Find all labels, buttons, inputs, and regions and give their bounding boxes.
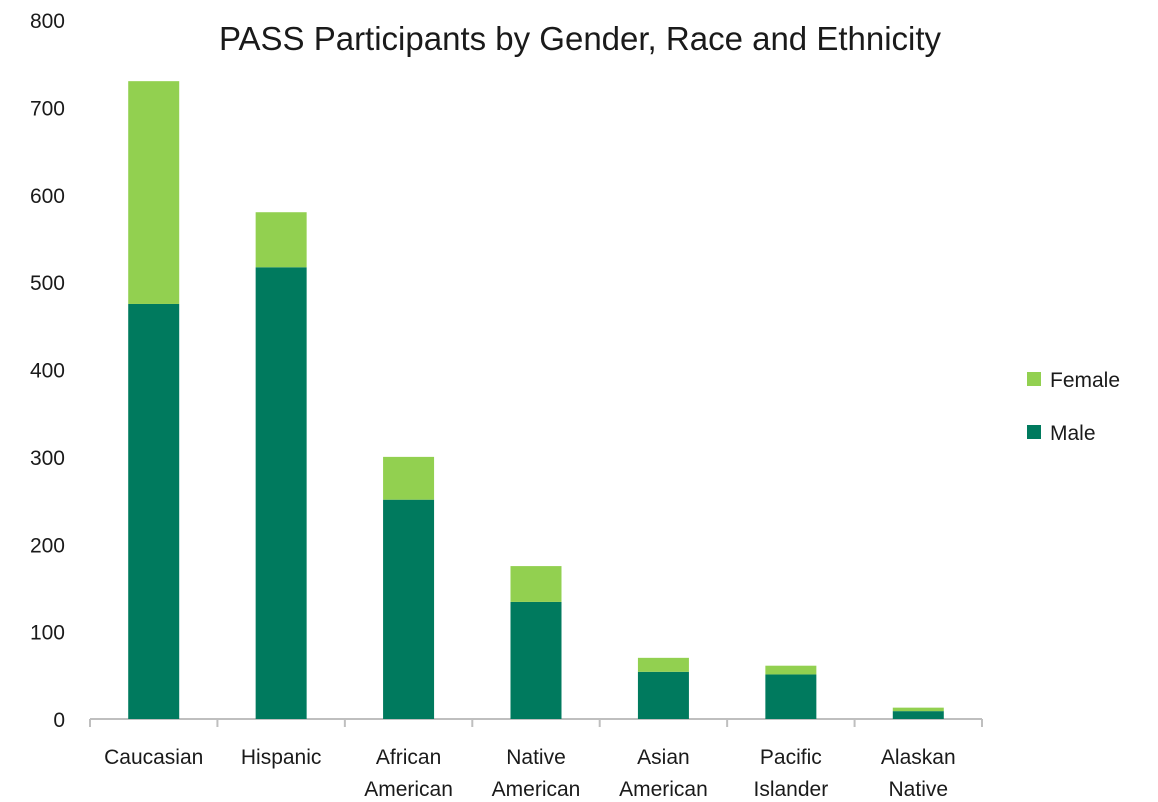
x-category-label: Asian American — [619, 746, 708, 801]
chart-title: PASS Participants by Gender, Race and Et… — [219, 20, 942, 57]
legend-swatch-male — [1027, 425, 1041, 439]
bar-male — [128, 303, 180, 719]
x-category-label: Pacific Islander — [753, 746, 828, 801]
x-category-label: Caucasian — [104, 746, 203, 769]
x-category-label: Alaskan Native — [881, 746, 956, 801]
x-axis: Caucasian Hispanic African American Native Am… — [89, 718, 983, 801]
x-category-label: African American — [364, 746, 453, 801]
bar-male — [637, 671, 689, 719]
bar-male — [255, 267, 307, 719]
bar-female — [383, 456, 435, 500]
bar-male — [765, 674, 817, 719]
y-tick-label: 800 — [30, 10, 65, 33]
bars — [128, 81, 944, 719]
bar-female — [892, 707, 944, 712]
x-category-label: Native American — [492, 746, 581, 801]
y-tick-label: 100 — [30, 622, 65, 645]
x-category-label: Hispanic — [241, 746, 322, 769]
legend-label-male: Male — [1050, 422, 1096, 445]
bar-male — [510, 601, 562, 719]
bar-male — [383, 499, 435, 719]
y-axis: 0 100 200 300 400 500 600 700 800 — [30, 10, 65, 732]
legend-swatch-female — [1027, 372, 1041, 386]
bar-female — [255, 212, 307, 268]
bar-male — [892, 711, 944, 719]
y-tick-label: 600 — [30, 185, 65, 208]
bar-female — [765, 665, 817, 675]
legend-label-female: Female — [1050, 369, 1120, 392]
y-tick-label: 200 — [30, 534, 65, 557]
y-tick-label: 700 — [30, 97, 65, 120]
y-tick-label: 500 — [30, 272, 65, 295]
legend: Female Male — [1027, 369, 1120, 445]
bar-female — [510, 566, 562, 602]
y-tick-label: 300 — [30, 447, 65, 470]
y-tick-label: 0 — [53, 709, 65, 732]
bar-female — [128, 81, 180, 304]
y-tick-label: 400 — [30, 360, 65, 383]
bar-female — [637, 657, 689, 672]
